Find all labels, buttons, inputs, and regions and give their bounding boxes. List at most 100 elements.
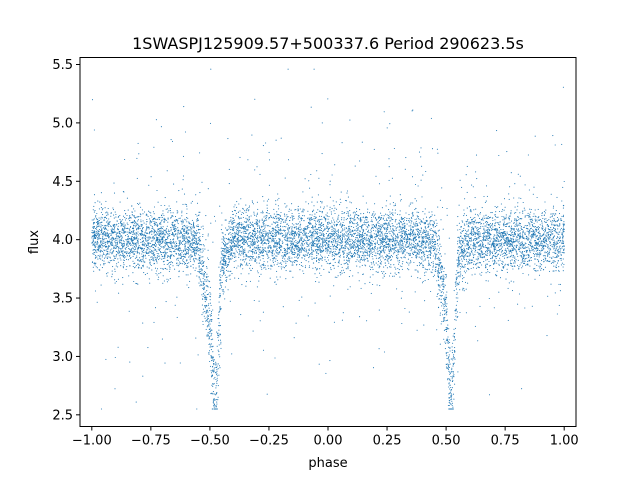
data-point bbox=[397, 253, 399, 255]
data-point bbox=[461, 244, 464, 246]
data-point bbox=[541, 264, 543, 266]
data-point bbox=[387, 216, 389, 218]
data-point bbox=[503, 219, 505, 221]
data-point bbox=[562, 229, 564, 232]
data-point bbox=[437, 307, 440, 309]
data-point bbox=[300, 236, 302, 238]
data-point bbox=[482, 256, 484, 258]
data-point bbox=[98, 245, 100, 247]
data-point bbox=[395, 229, 397, 232]
data-point bbox=[226, 252, 228, 254]
data-point bbox=[109, 260, 111, 262]
data-point bbox=[469, 206, 471, 208]
data-point bbox=[298, 236, 300, 238]
data-point bbox=[333, 257, 335, 260]
data-point bbox=[301, 249, 303, 251]
data-point bbox=[312, 249, 314, 251]
data-point bbox=[98, 246, 100, 248]
data-point bbox=[280, 266, 282, 268]
data-point bbox=[464, 245, 466, 247]
data-point bbox=[243, 244, 245, 246]
data-point bbox=[133, 208, 135, 210]
data-point bbox=[203, 315, 205, 317]
data-point bbox=[338, 259, 340, 261]
data-point bbox=[497, 239, 499, 241]
data-point bbox=[118, 236, 120, 238]
data-point bbox=[356, 210, 358, 212]
data-point bbox=[383, 251, 385, 253]
data-point bbox=[263, 220, 266, 222]
data-point bbox=[204, 294, 206, 296]
data-point bbox=[230, 226, 232, 228]
data-point bbox=[457, 316, 459, 318]
data-point bbox=[445, 273, 447, 276]
data-point bbox=[390, 272, 392, 274]
data-point bbox=[414, 250, 416, 252]
data-point bbox=[487, 236, 489, 238]
data-point bbox=[391, 238, 393, 240]
data-point bbox=[222, 269, 225, 272]
data-point bbox=[159, 257, 161, 259]
data-point bbox=[496, 222, 499, 224]
data-point bbox=[268, 267, 270, 270]
data-point bbox=[310, 216, 313, 219]
data-point bbox=[445, 353, 447, 355]
data-point bbox=[146, 266, 148, 268]
data-point bbox=[508, 193, 510, 195]
data-point bbox=[206, 310, 208, 312]
data-point bbox=[297, 218, 299, 220]
data-point bbox=[389, 228, 391, 230]
data-point bbox=[515, 211, 517, 214]
data-point bbox=[148, 238, 150, 240]
data-point bbox=[372, 268, 374, 270]
data-point bbox=[145, 251, 147, 253]
data-point bbox=[486, 248, 489, 250]
data-point bbox=[234, 221, 236, 224]
data-point bbox=[550, 230, 552, 232]
data-point bbox=[178, 263, 180, 265]
data-point bbox=[167, 237, 169, 239]
data-point bbox=[268, 250, 271, 252]
data-point bbox=[310, 223, 312, 225]
data-point bbox=[524, 247, 526, 250]
data-point bbox=[194, 236, 196, 238]
data-point bbox=[113, 230, 115, 232]
data-point bbox=[150, 212, 152, 214]
data-point bbox=[231, 243, 233, 245]
data-point bbox=[539, 240, 541, 242]
data-point bbox=[534, 215, 536, 217]
data-point bbox=[331, 253, 333, 255]
data-point bbox=[220, 277, 222, 279]
data-point bbox=[547, 250, 549, 252]
data-point bbox=[547, 245, 549, 248]
data-point bbox=[542, 249, 544, 251]
data-point bbox=[241, 264, 243, 266]
data-point bbox=[122, 252, 124, 254]
data-point bbox=[110, 244, 112, 246]
data-point bbox=[399, 259, 401, 261]
data-point bbox=[400, 244, 402, 246]
data-point bbox=[380, 256, 382, 258]
data-point bbox=[393, 264, 395, 266]
data-point bbox=[431, 211, 433, 213]
data-point bbox=[550, 283, 552, 285]
data-point bbox=[378, 219, 381, 221]
data-point bbox=[111, 276, 113, 278]
data-point bbox=[195, 252, 197, 254]
data-point bbox=[365, 238, 367, 240]
data-point bbox=[290, 249, 292, 251]
data-point bbox=[319, 226, 321, 229]
data-point bbox=[348, 238, 350, 241]
data-point bbox=[106, 257, 109, 260]
data-point bbox=[93, 226, 96, 228]
data-point bbox=[355, 250, 358, 252]
data-point bbox=[279, 251, 281, 253]
data-point bbox=[172, 241, 174, 244]
data-point bbox=[403, 246, 405, 248]
data-point bbox=[316, 252, 318, 254]
data-point bbox=[277, 214, 279, 216]
data-point bbox=[499, 254, 502, 256]
data-point bbox=[369, 246, 371, 248]
data-point bbox=[253, 246, 255, 248]
data-point bbox=[207, 233, 209, 235]
